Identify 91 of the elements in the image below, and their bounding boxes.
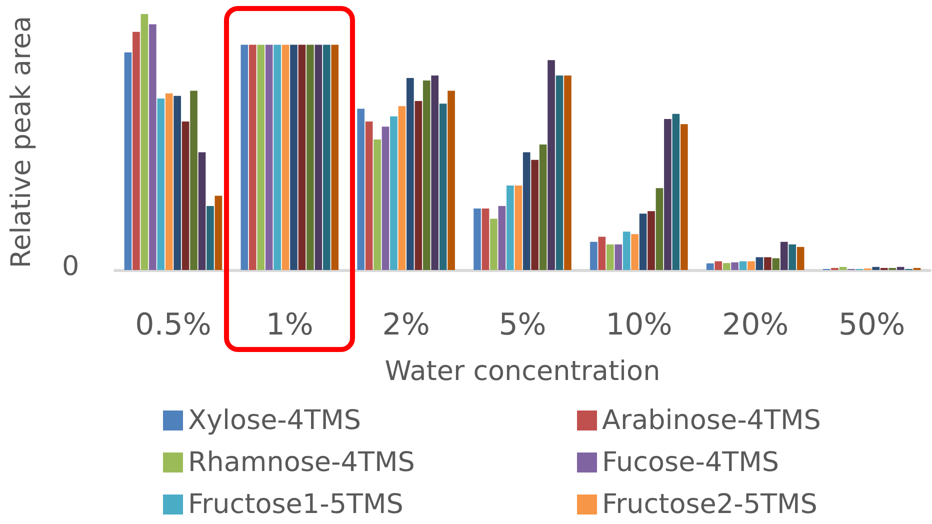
bar bbox=[165, 93, 173, 270]
bar bbox=[598, 236, 606, 270]
bar bbox=[431, 75, 439, 270]
bar bbox=[248, 44, 256, 270]
bar bbox=[322, 44, 330, 270]
bar bbox=[214, 196, 222, 270]
bar bbox=[514, 186, 522, 270]
bar bbox=[314, 44, 322, 270]
bar bbox=[265, 44, 273, 270]
bar bbox=[531, 160, 539, 270]
bar bbox=[240, 44, 248, 270]
bar bbox=[357, 108, 365, 270]
bar bbox=[290, 44, 298, 270]
bar bbox=[631, 234, 638, 270]
bar bbox=[590, 242, 598, 270]
x-tick-label: 20% bbox=[722, 308, 789, 342]
y-axis-title: Relative peak area bbox=[6, 16, 37, 268]
legend-label: Xylose-4TMS bbox=[188, 405, 362, 436]
bar bbox=[731, 262, 738, 270]
bar bbox=[390, 116, 398, 270]
bar bbox=[622, 232, 630, 270]
bar bbox=[896, 266, 904, 270]
bar bbox=[872, 266, 880, 270]
bar bbox=[198, 152, 206, 270]
x-tick-label: 0.5% bbox=[135, 308, 212, 342]
legend-label: Fucose-4TMS bbox=[602, 447, 780, 478]
bar bbox=[614, 244, 622, 270]
legend-label: Fructose2-5TMS bbox=[602, 489, 818, 520]
bar bbox=[714, 261, 722, 270]
bar bbox=[365, 122, 373, 270]
bar bbox=[539, 144, 547, 270]
bar bbox=[174, 96, 181, 270]
bar bbox=[722, 263, 730, 270]
bar bbox=[680, 124, 688, 270]
bar bbox=[474, 208, 481, 270]
bar bbox=[482, 208, 490, 270]
bar bbox=[548, 60, 555, 270]
bar bbox=[772, 258, 780, 270]
legend-label: Fructose1-5TMS bbox=[188, 489, 404, 520]
bar bbox=[406, 78, 414, 270]
bar bbox=[739, 261, 747, 270]
x-tick-label: 1% bbox=[266, 308, 314, 342]
bar bbox=[124, 52, 132, 270]
bar bbox=[206, 206, 214, 270]
bar bbox=[331, 44, 339, 270]
bar bbox=[748, 261, 755, 270]
bar bbox=[764, 257, 772, 270]
bar bbox=[414, 101, 422, 270]
bar bbox=[132, 32, 140, 270]
bar bbox=[664, 118, 672, 270]
bar bbox=[796, 246, 804, 270]
legend-label: Arabinose-4TMS bbox=[602, 405, 821, 436]
bar bbox=[839, 266, 847, 270]
bar bbox=[306, 44, 314, 270]
bar bbox=[506, 186, 514, 270]
bar bbox=[672, 114, 680, 270]
bar bbox=[439, 104, 447, 270]
bar bbox=[374, 139, 381, 270]
bar bbox=[274, 44, 281, 270]
bar bbox=[556, 75, 564, 270]
bar bbox=[282, 44, 290, 270]
x-tick-label: 5% bbox=[498, 308, 546, 342]
text: 0 bbox=[62, 251, 80, 282]
bar bbox=[706, 263, 714, 270]
x-axis-title: Water concentration bbox=[384, 356, 660, 387]
bar bbox=[490, 218, 498, 270]
bar bbox=[788, 244, 796, 270]
bar bbox=[422, 80, 430, 270]
bar bbox=[656, 188, 664, 270]
bar bbox=[564, 75, 572, 270]
bar bbox=[606, 244, 614, 270]
x-tick-label: 50% bbox=[838, 308, 906, 342]
bar bbox=[498, 206, 506, 270]
bar bbox=[148, 24, 156, 270]
bar bbox=[398, 106, 406, 270]
bar bbox=[140, 14, 148, 270]
bar bbox=[639, 214, 647, 270]
bar bbox=[257, 44, 265, 270]
bar bbox=[157, 98, 165, 270]
bar bbox=[298, 44, 306, 270]
bar bbox=[448, 90, 455, 270]
bar bbox=[522, 152, 530, 270]
x-tick-label: 2% bbox=[382, 308, 430, 342]
bar bbox=[756, 257, 764, 270]
bar bbox=[648, 211, 655, 270]
legend-label: Rhamnose-4TMS bbox=[188, 447, 415, 478]
x-tick-label: 10% bbox=[606, 308, 672, 342]
bar bbox=[190, 90, 198, 270]
bar bbox=[780, 242, 788, 270]
bar bbox=[382, 126, 390, 270]
bar bbox=[182, 122, 190, 270]
